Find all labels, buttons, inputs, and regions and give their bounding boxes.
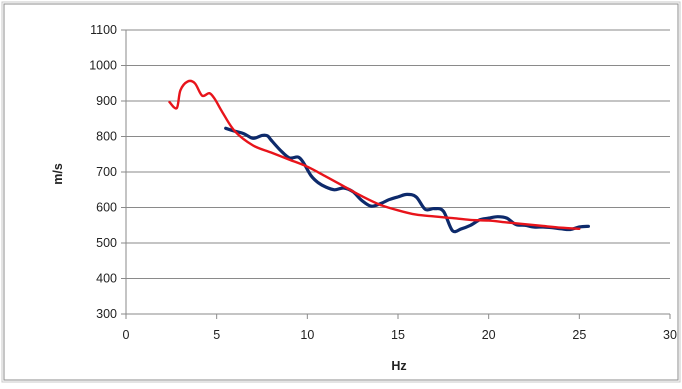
chart-border-shadow: [1, 1, 681, 383]
y-tick-label: 1000: [89, 59, 117, 73]
grid-lines: [126, 29, 670, 279]
series-line-2: [168, 79, 581, 230]
x-axis-label: Hz: [391, 359, 406, 373]
x-tick-label: 10: [300, 328, 314, 342]
x-tick-label: 20: [482, 328, 496, 342]
y-tick-label: 500: [96, 236, 117, 250]
x-tick-label: 25: [572, 328, 586, 342]
x-tick-label: 30: [663, 328, 677, 342]
x-tick-label: 0: [123, 328, 130, 342]
y-tick-label: 900: [96, 94, 117, 108]
series-lines: [168, 79, 590, 234]
y-tick-label: 1100: [90, 23, 117, 37]
y-tick-label: 300: [96, 307, 117, 321]
chart-border: [3, 3, 679, 381]
x-tick-label: 5: [213, 328, 220, 342]
y-tick-label: 600: [96, 201, 117, 215]
x-tick-label: 15: [391, 328, 405, 342]
axes: [121, 29, 671, 319]
y-tick-label: 800: [96, 130, 117, 144]
y-tick-label: 700: [96, 165, 117, 179]
tick-labels: 300 400 500 600 700 800 900 1000 1100 0 5 10 15 20 25 3…: [89, 23, 677, 342]
y-axis-label: m/s: [51, 163, 65, 185]
y-tick-label: 400: [96, 272, 117, 286]
